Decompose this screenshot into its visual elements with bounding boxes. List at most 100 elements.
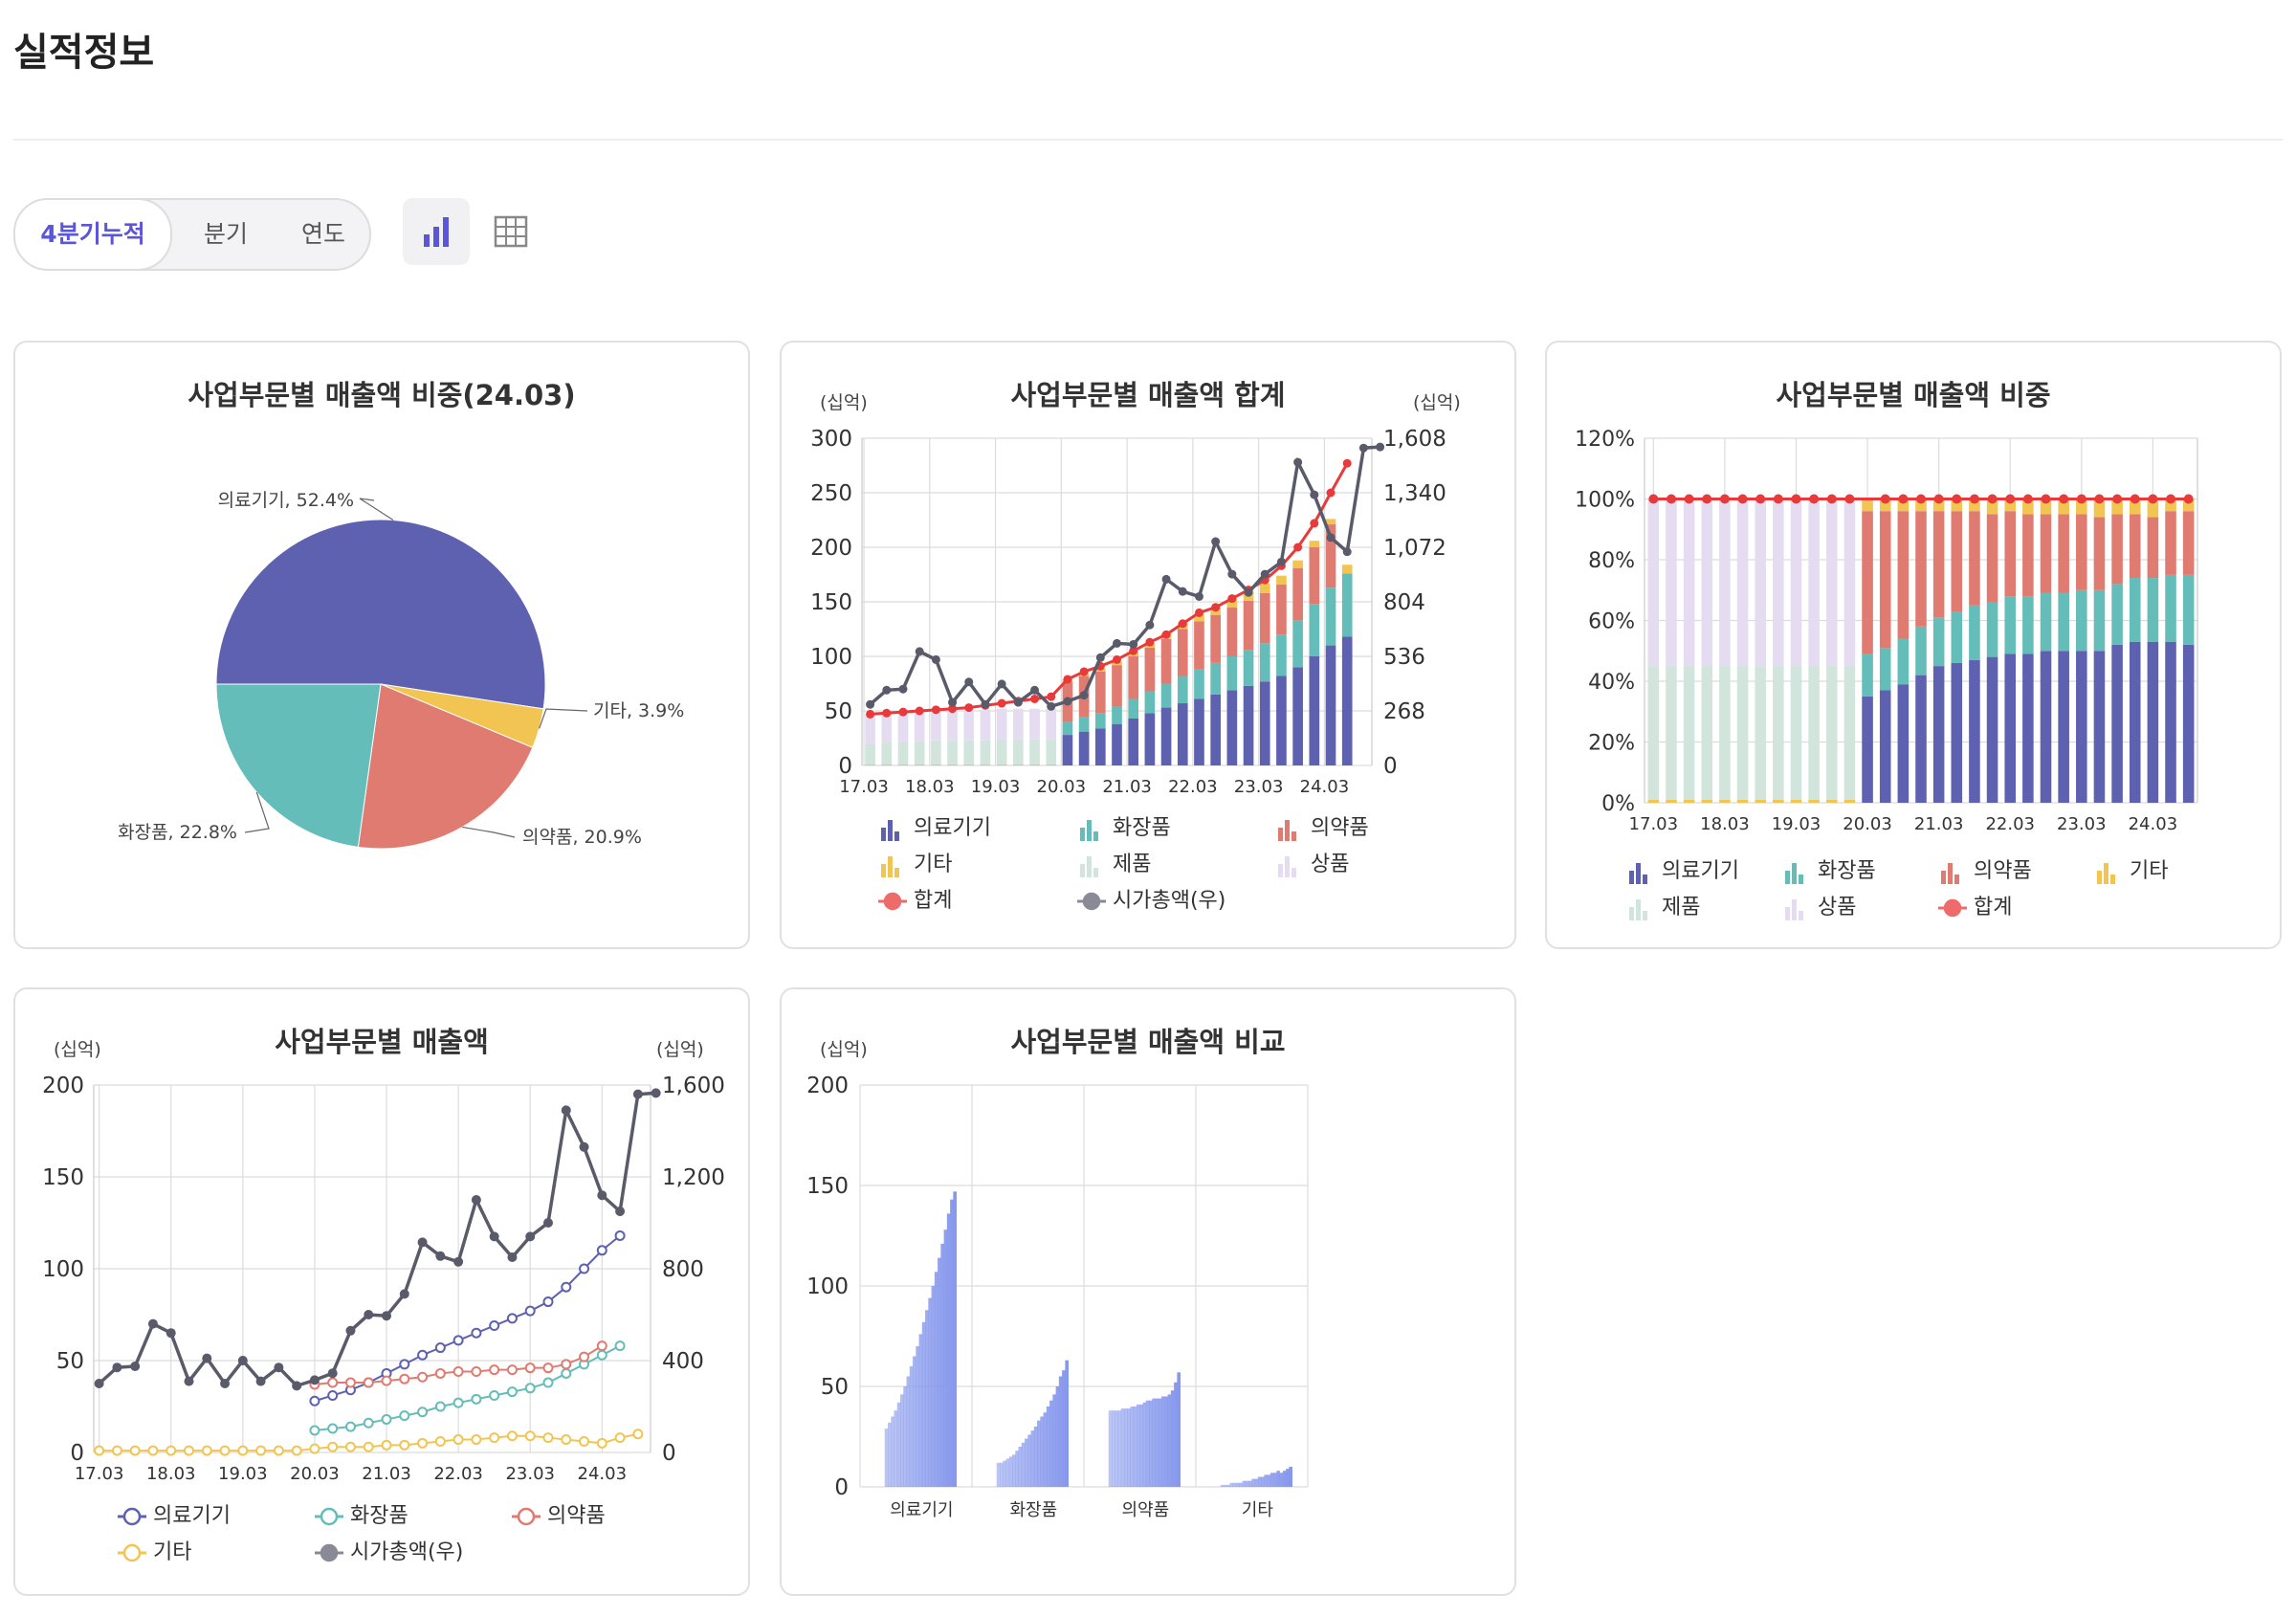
share-bar-share_cosmetic-26 — [2111, 584, 2123, 645]
line-other-point-10 — [273, 1445, 284, 1456]
share-legend-bar-1-1 — [1792, 863, 1797, 884]
sum-legend-bar-5-0 — [1278, 864, 1283, 877]
compare-bar-3-1 — [1223, 1484, 1227, 1487]
share-legend-label-2: 의약품 — [1974, 859, 2032, 883]
share-bar-goods-7 — [1773, 498, 1784, 667]
sum-bar-product-2 — [897, 741, 909, 764]
line-legend-label-0: 의료기기 — [153, 1504, 231, 1528]
share-total-point-7 — [1773, 494, 1783, 504]
share-bar-share_cosmetic-20 — [2004, 596, 2017, 654]
compare-bar-3-7 — [1242, 1480, 1247, 1487]
share-bar-share_other-18 — [1969, 498, 1980, 512]
sum-bar-cosmetic-14 — [1094, 713, 1106, 729]
chart-view-button[interactable] — [403, 198, 470, 265]
line-other-point-3 — [147, 1445, 159, 1456]
compare-bar-1-6 — [1015, 1451, 1019, 1487]
share-bar-share_cosmetic-19 — [1986, 602, 1998, 657]
share-total-point-2 — [1684, 494, 1694, 504]
compare-bar-3-9 — [1248, 1480, 1252, 1487]
table-view-button[interactable] — [478, 198, 545, 265]
sum-bar-pharma-28 — [1325, 524, 1336, 588]
share-legend-bar-5-1 — [1792, 899, 1797, 920]
line-xtick-2: 19.03 — [218, 1464, 268, 1484]
compare-chart: 0 50 100 150 200 의료기기 화장품 의약품 기타 — [806, 1074, 1309, 1520]
sum-bar-medical-27 — [1309, 656, 1320, 765]
compare-bar-1-11 — [1030, 1430, 1035, 1487]
sum-ytick-3: 150 — [810, 590, 852, 615]
share-total-point-0 — [1648, 494, 1659, 504]
share-bar-share_other-25 — [2093, 498, 2106, 518]
share-total-point-26 — [2130, 494, 2140, 504]
share-bar-share_medical-19 — [1986, 656, 1998, 803]
sum-market-point-12 — [1063, 697, 1072, 706]
sum-xtick-3: 20.03 — [1037, 777, 1087, 797]
line-y2tick-1: 400 — [662, 1349, 704, 1374]
sum-market-point-21 — [1211, 537, 1221, 546]
share-xtick-4: 21.03 — [1914, 814, 1964, 834]
line-unit-right: (십억) — [656, 1039, 704, 1060]
share-total-point-10 — [1826, 494, 1837, 504]
line-ytick-4: 200 — [42, 1074, 84, 1098]
sum-bar-goods-2 — [897, 712, 909, 742]
sum-total-point-26 — [1293, 543, 1303, 552]
line-cosmetic-point-17 — [614, 1340, 626, 1352]
page-title: 실적정보 — [13, 31, 155, 75]
compare-xtick-0: 의료기기 — [890, 1500, 953, 1520]
pie-slice-0 — [215, 519, 546, 710]
sum-market-point-18 — [1161, 574, 1171, 584]
sum-legend-bar-3-0 — [881, 864, 886, 877]
compare-xtick-2: 의약품 — [1122, 1500, 1170, 1520]
sum-legend-bar-4-0 — [1080, 864, 1085, 877]
segment-4q-cumulative[interactable]: 4분기누적 — [13, 198, 172, 271]
sum-bar-product-6 — [963, 740, 975, 764]
sum-bar-goods-9 — [1013, 708, 1024, 740]
compare-bar-3-22 — [1289, 1467, 1293, 1487]
pie-leader-1 — [539, 708, 588, 729]
share-bar-product-3 — [1701, 666, 1713, 800]
segment-year[interactable]: 연도 — [300, 220, 345, 248]
segment-quarter[interactable]: 분기 — [203, 220, 248, 248]
sum-total-point-10 — [1030, 694, 1040, 703]
sum-legend-icon-6 — [878, 892, 907, 911]
compare-bar-2-16 — [1158, 1398, 1162, 1487]
sum-legend-bar-4-1 — [1087, 856, 1092, 877]
sum-bar-other-25 — [1276, 575, 1287, 585]
sum-market-point-1 — [882, 685, 892, 695]
share-bar-share_cosmetic-13 — [1879, 648, 1891, 691]
share-bar-other-5 — [1736, 799, 1749, 803]
share-legend-icon-3 — [2097, 863, 2115, 884]
line-chart: 0 0 50 400 100 800 150 1,200 200 1,600 17.03 18.03 1… — [42, 1074, 725, 1484]
share-legend-bar-3-0 — [2097, 871, 2102, 884]
sum-market-point-11 — [1047, 701, 1056, 711]
sum-bar-product-9 — [1013, 739, 1024, 764]
share-legend-icon-6 — [1938, 898, 1967, 918]
compare-bar-1-4 — [1008, 1456, 1013, 1487]
share-bar-other-2 — [1683, 799, 1695, 803]
sum-legend-icon-5 — [1278, 856, 1296, 877]
line-medical-point-9 — [471, 1327, 482, 1339]
line-cosmetic-point-0 — [309, 1425, 320, 1436]
sum-bar-other-8 — [996, 764, 1007, 765]
compare-bar-2-6 — [1127, 1408, 1131, 1487]
sum-market-point-8 — [997, 679, 1006, 689]
share-legend-label-4: 제품 — [1662, 896, 1701, 919]
share-bar-share_other-28 — [2147, 498, 2159, 518]
compare-bar-3-18 — [1276, 1471, 1280, 1487]
sum-legend-icon-0 — [881, 820, 899, 841]
share-total-point-24 — [2094, 494, 2105, 504]
line-market-point-26 — [561, 1105, 571, 1116]
compare-chart-title: 사업부문별 매출액 비교 — [1010, 1026, 1286, 1058]
compare-bar-1-2 — [1003, 1460, 1006, 1487]
sum-market-point-22 — [1227, 569, 1237, 579]
pie-label-1: 기타, 3.9% — [593, 700, 684, 721]
sum-market-point-30 — [1358, 443, 1368, 453]
compare-ytick-2: 100 — [806, 1274, 849, 1299]
sum-bar-product-11 — [1046, 739, 1057, 764]
sum-bar-cosmetic-21 — [1210, 662, 1221, 695]
sum-legend-icon-2 — [1278, 820, 1296, 841]
sum-chart-card: 사업부문별 매출액 합계 (십억) (십억) 0 0 50 268 100 536 150 8… — [780, 341, 1516, 949]
sum-total-point-4 — [931, 705, 940, 715]
sum-bar-pharma-23 — [1243, 600, 1254, 651]
sum-market-point-4 — [931, 654, 940, 664]
line-y2tick-4: 1,600 — [662, 1074, 725, 1098]
